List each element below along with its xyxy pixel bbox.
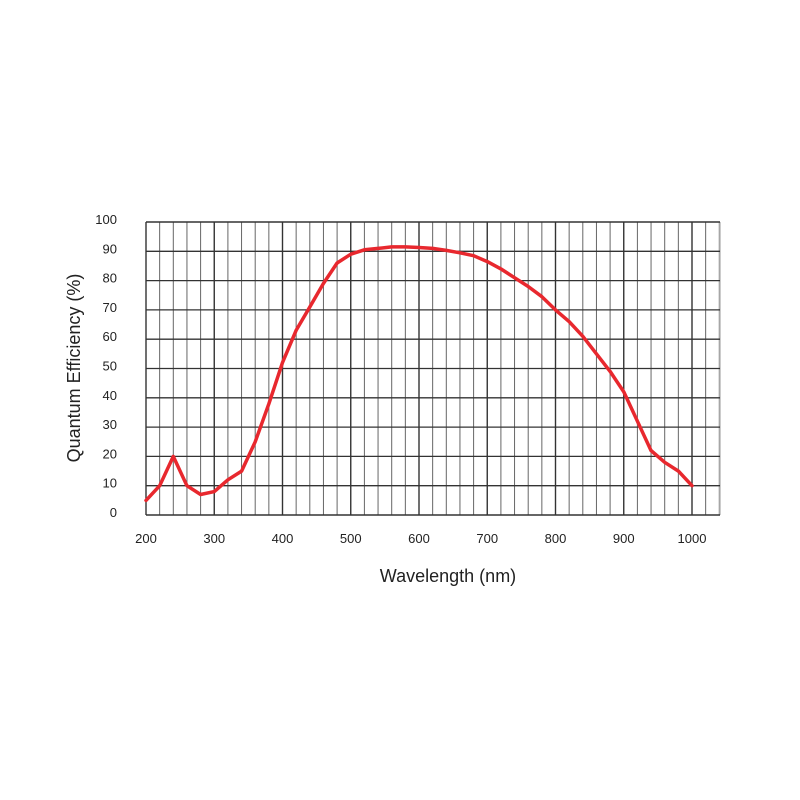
y-tick-label: 60 (103, 329, 117, 344)
y-tick-label: 40 (103, 388, 117, 403)
y-tick-label: 100 (95, 212, 117, 227)
y-tick-label: 0 (110, 505, 117, 520)
grid (145, 221, 721, 516)
x-tick-label: 200 (135, 531, 157, 546)
y-tick-label: 50 (103, 359, 117, 374)
y-tick-label: 10 (103, 476, 117, 491)
x-tick-label: 300 (203, 531, 225, 546)
x-axis-label: Wavelength (nm) (380, 566, 516, 586)
qe-curve (144, 245, 694, 503)
y-tick-label: 70 (103, 300, 117, 315)
tick-labels: 200 300 400 500 600 700 800 900 1000 0 10 20 30 40 50 6… (95, 212, 706, 546)
y-tick-label: 20 (103, 446, 117, 461)
x-tick-label: 400 (272, 531, 294, 546)
x-tick-label: 500 (340, 531, 362, 546)
x-tick-label: 600 (408, 531, 430, 546)
y-axis-label: Quantum Efficiency (%) (64, 274, 84, 463)
x-tick-label: 800 (545, 531, 567, 546)
y-tick-label: 80 (103, 271, 117, 286)
x-tick-label: 700 (476, 531, 498, 546)
y-tick-label: 30 (103, 417, 117, 432)
x-tick-label: 1000 (678, 531, 707, 546)
y-tick-label: 90 (103, 241, 117, 256)
x-tick-label: 900 (613, 531, 635, 546)
